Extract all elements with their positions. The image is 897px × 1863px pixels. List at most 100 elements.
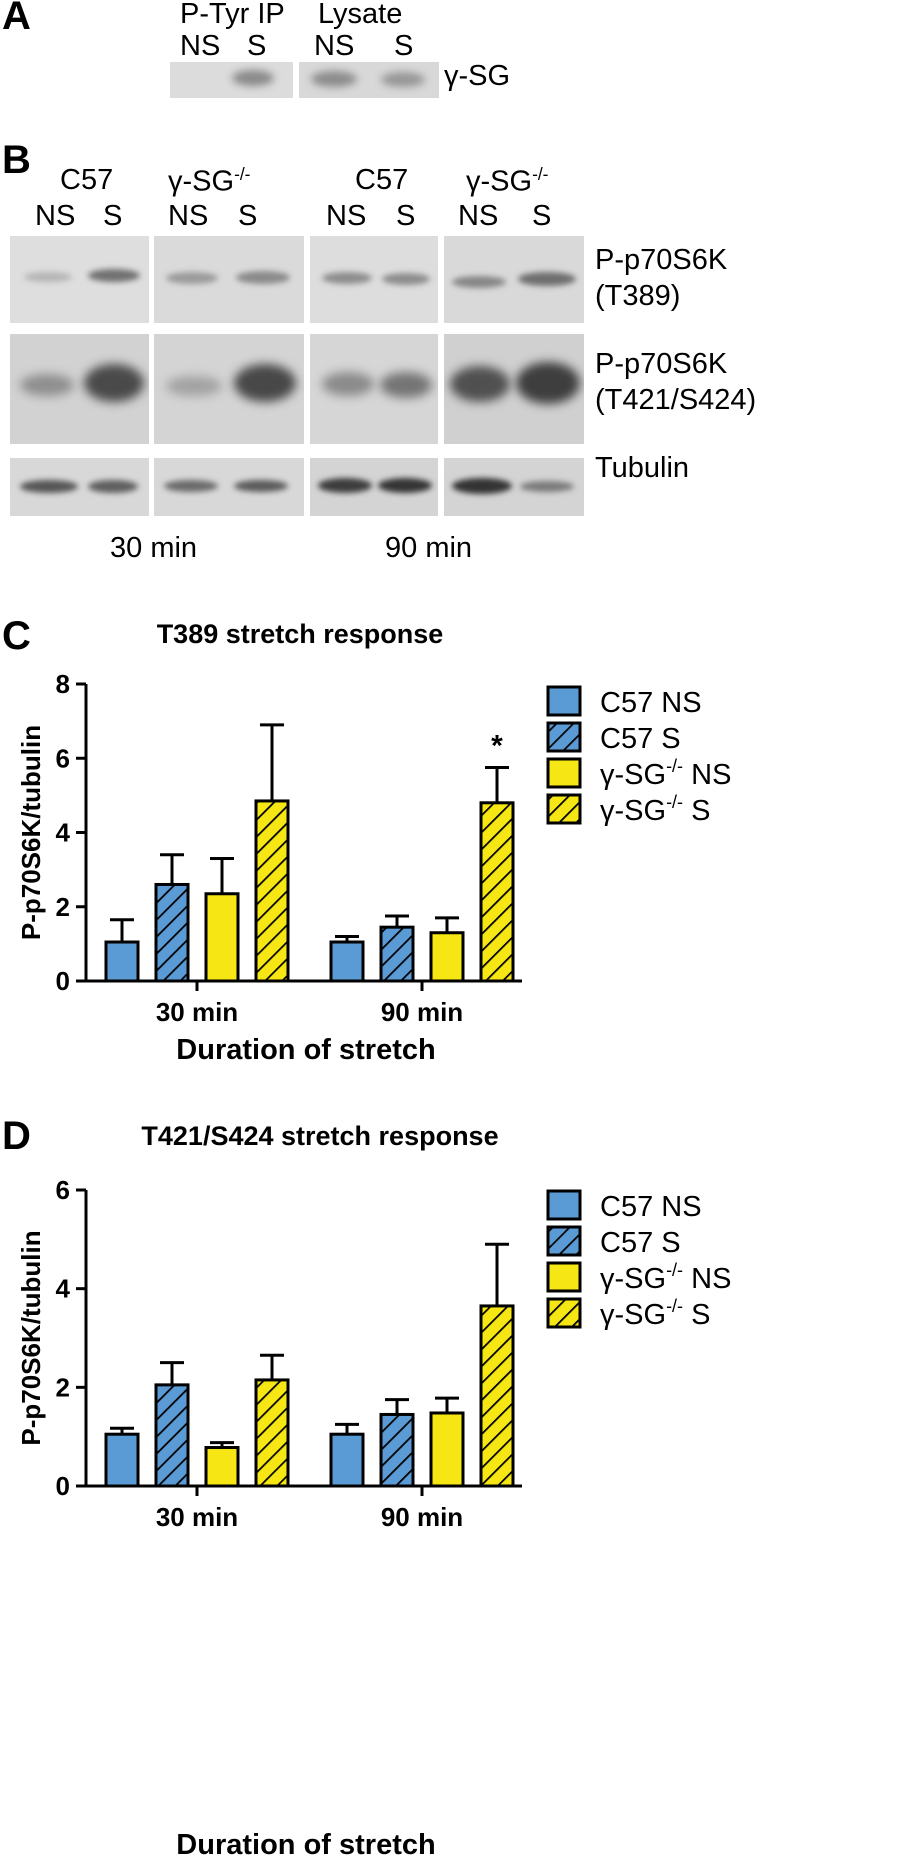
bar <box>254 799 290 983</box>
panel-b-lane: S <box>396 200 416 232</box>
blot-band <box>20 374 74 396</box>
legend-label: C57 NS <box>600 687 702 719</box>
legend-swatch <box>546 1261 582 1293</box>
blot-band <box>236 271 290 284</box>
legend-label: γ-SG-/- NS <box>600 1260 731 1295</box>
bar <box>329 940 365 983</box>
panel-b-lane: NS <box>35 200 76 232</box>
y-tick-label: 6 <box>56 1175 70 1205</box>
panel-d-label: D <box>2 1114 31 1158</box>
blot-band <box>381 72 425 87</box>
bar <box>154 1383 190 1488</box>
x-tick-label: 30 min <box>156 1502 238 1532</box>
legend-swatch <box>546 1297 582 1329</box>
y-tick-label: 2 <box>56 1372 70 1402</box>
blot-band <box>450 366 510 402</box>
panel-a-label: A <box>2 0 31 38</box>
panel-a-group-lysate: Lysate <box>318 0 403 30</box>
blot-band <box>382 273 430 285</box>
bar <box>204 892 240 983</box>
blot-t421-30min-c57 <box>10 334 149 444</box>
x-tick-label: 30 min <box>156 997 238 1027</box>
bar <box>379 925 415 983</box>
blot-band <box>322 372 374 396</box>
panel-a-lane: NS <box>314 30 355 62</box>
bar <box>154 882 190 983</box>
panel-b-label: B <box>2 138 31 182</box>
panel-b-lane: S <box>532 200 552 232</box>
blot-band <box>164 480 218 492</box>
legend-swatch <box>546 721 582 753</box>
x-axis-label: Duration of stretch <box>176 1034 435 1066</box>
panel-b-lane: NS <box>458 200 499 232</box>
legend-label: C57 S <box>600 723 681 755</box>
blot-band <box>24 272 72 282</box>
panel-b-row-label-tubulin: Tubulin <box>595 452 690 484</box>
panel-b-strain: C57 <box>60 164 114 196</box>
blot-t389-90min-ko <box>444 236 584 323</box>
panel-b-strain: γ-SG-/- <box>168 164 251 198</box>
blot-band <box>20 480 78 493</box>
blot-band <box>311 71 357 87</box>
y-tick-label: 4 <box>56 818 71 848</box>
blot-t421-90min-c57 <box>310 334 438 444</box>
bar <box>204 1446 240 1488</box>
chart-title: T421/S424 stretch response <box>141 1121 498 1151</box>
panel-b-row-label-t421: P-p70S6K (T421/S424) <box>595 348 757 416</box>
blot-band <box>234 480 288 492</box>
y-tick-label: 0 <box>56 966 70 996</box>
bar <box>429 931 465 983</box>
panel-a-lane: S <box>247 30 267 62</box>
blot-band <box>84 364 144 402</box>
legend-swatch <box>546 793 582 825</box>
blot-t389-90min-c57 <box>310 236 438 323</box>
chart-title: T389 stretch response <box>157 619 444 649</box>
x-tick-label: 90 min <box>381 1502 463 1532</box>
blot-tubulin-90min-c57 <box>310 458 438 516</box>
bar <box>104 940 140 983</box>
y-tick-label: 6 <box>56 743 70 773</box>
panel-b-strain: C57 <box>355 164 409 196</box>
legend-swatch <box>546 757 582 789</box>
bar <box>379 1412 415 1488</box>
legend-label: γ-SG-/- NS <box>600 756 731 791</box>
legend-label: C57 S <box>600 1227 681 1259</box>
bar <box>479 1304 515 1488</box>
legend-swatch <box>546 685 582 717</box>
blot-band <box>380 372 432 398</box>
blot-band <box>452 478 512 494</box>
legend-swatch <box>546 1189 582 1221</box>
chart-t421: T421/S424 stretch response P-p70S6K/tubul… <box>16 1121 731 1861</box>
panel-c-label: C <box>2 614 31 658</box>
blot-band <box>520 481 574 492</box>
panel-b-lane: NS <box>168 200 209 232</box>
panel-a-lane: S <box>394 30 414 62</box>
blot-tubulin-30min-c57 <box>10 458 149 516</box>
x-tick-label: 90 min <box>381 997 463 1027</box>
blot-band <box>378 478 432 493</box>
bar <box>329 1432 365 1488</box>
y-tick-label: 2 <box>56 892 70 922</box>
y-tick-label: 8 <box>56 669 70 699</box>
blot-t389-30min-ko <box>154 236 304 323</box>
bar <box>104 1432 140 1488</box>
blot-band <box>232 70 274 86</box>
blot-band <box>452 276 506 288</box>
panel-a-row-label: γ-SG <box>444 60 511 92</box>
blot-band <box>88 480 138 493</box>
panel-b-strain: γ-SG-/- <box>466 164 549 198</box>
blot-t421-90min-ko <box>444 334 584 444</box>
y-tick-label: 4 <box>56 1274 71 1304</box>
blot-band <box>88 269 140 282</box>
blot-band <box>322 272 372 284</box>
y-tick-label: 0 <box>56 1471 70 1501</box>
bar <box>429 1411 465 1488</box>
blot-band <box>318 478 372 493</box>
panel-b-time-90: 90 min <box>385 532 473 564</box>
legend-label: γ-SG-/- S <box>600 792 710 827</box>
blot-band <box>516 362 580 404</box>
bar <box>479 801 515 983</box>
blot-band <box>166 272 218 284</box>
bar <box>254 1378 290 1488</box>
chart-t389: T389 stretch response P-p70S6K/tubulin 0 2 4… <box>16 619 731 1066</box>
